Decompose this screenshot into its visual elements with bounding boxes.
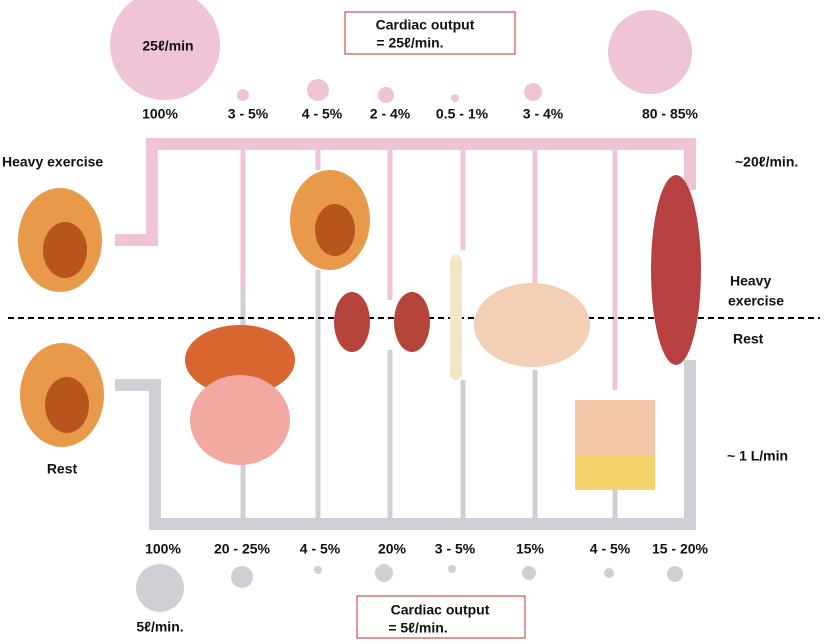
heart-flow: 5ℓ/min. xyxy=(136,619,183,635)
percentage: 4 - 5% xyxy=(302,106,343,122)
percentage: 15 - 20% xyxy=(652,541,709,557)
percentage: 4 - 5% xyxy=(300,541,341,557)
percentage: 80 - 85% xyxy=(642,106,699,122)
label: ~ 1 L/min xyxy=(727,448,788,464)
bottom-box xyxy=(356,595,526,639)
exercise-branches xyxy=(240,144,618,390)
top-box xyxy=(344,11,516,55)
percentage: 15% xyxy=(516,541,545,557)
percentage: 0.5 - 1% xyxy=(436,106,489,122)
percentage: 20% xyxy=(378,541,407,557)
exercise-pipes xyxy=(115,138,696,246)
bottom-circles xyxy=(136,564,683,612)
box-title: Cardiac output xyxy=(376,17,475,33)
box-value: = 25ℓ/min. xyxy=(376,35,443,51)
percentage: 3 - 5% xyxy=(228,106,269,122)
label: ~20ℓ/min. xyxy=(735,154,798,170)
box-value: = 5ℓ/min. xyxy=(388,620,447,636)
organs xyxy=(18,170,701,490)
percentage: 100% xyxy=(142,106,178,122)
label: Heavy xyxy=(730,273,771,289)
label: Rest xyxy=(47,461,78,477)
percentage: 3 - 4% xyxy=(523,106,564,122)
label: exercise xyxy=(728,293,784,309)
label: Rest xyxy=(733,331,764,347)
percentage: 20 - 25% xyxy=(214,541,271,557)
label: Heavy exercise xyxy=(2,154,103,170)
rest-pipes xyxy=(115,360,696,530)
top-circles xyxy=(110,0,692,103)
percentage: 2 - 4% xyxy=(370,106,411,122)
percentage: 100% xyxy=(145,541,181,557)
box-title: Cardiac output xyxy=(391,602,490,618)
heart-flow: 25ℓ/min xyxy=(142,38,193,54)
percentage: 3 - 5% xyxy=(435,541,476,557)
percentage: 4 - 5% xyxy=(590,541,631,557)
